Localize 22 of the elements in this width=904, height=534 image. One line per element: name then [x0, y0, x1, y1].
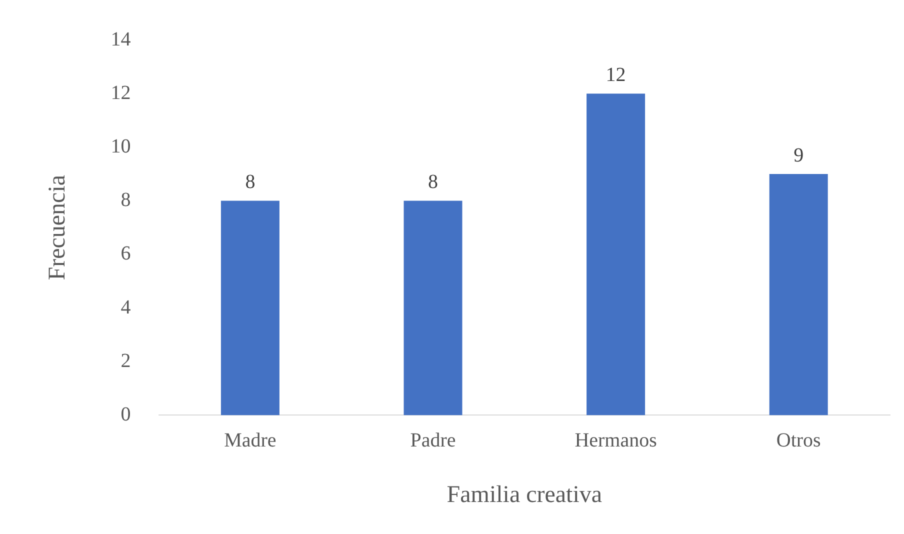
y-tick-label: 6 [120, 242, 131, 265]
y-tick-label: 2 [120, 350, 131, 372]
bar [404, 200, 462, 416]
y-tick-label: 4 [120, 296, 131, 318]
y-tick-label: 14 [110, 28, 131, 50]
bar [769, 174, 828, 416]
y-tick-label: 0 [120, 403, 131, 426]
x-tick-label: Padre [410, 429, 456, 452]
x-tick-label: Otros [776, 429, 822, 452]
y-tick-label: 12 [110, 82, 131, 104]
x-tick-label: Madre [224, 429, 276, 452]
bar [586, 94, 646, 416]
data-label: 9 [794, 144, 804, 166]
data-label: 8 [245, 171, 256, 194]
y-axis-title: Frecuencia [44, 174, 71, 280]
x-tick-label: Hermanos [574, 429, 658, 452]
y-tick-label: 10 [110, 135, 131, 158]
data-label: 8 [428, 171, 438, 194]
data-label: 12 [606, 64, 626, 86]
y-tick-label: 8 [120, 189, 131, 212]
x-axis-title: Familia creativa [446, 482, 602, 508]
bar [220, 200, 280, 416]
